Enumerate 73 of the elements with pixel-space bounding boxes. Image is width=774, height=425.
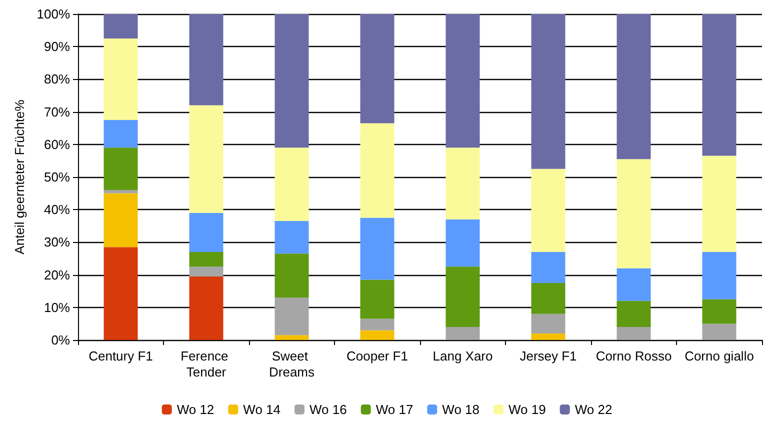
y-axis-title: Anteil geernteter Früchte% xyxy=(12,99,27,254)
bar xyxy=(702,14,736,156)
y-tick-label: 10% xyxy=(44,300,70,315)
bar xyxy=(616,159,651,268)
bar xyxy=(104,120,138,148)
bar xyxy=(189,14,224,106)
legend-label: Wo 16 xyxy=(309,402,347,417)
bar xyxy=(189,266,224,276)
bar xyxy=(274,14,309,148)
x-tick-label: Ference Tender xyxy=(180,348,232,380)
y-tick-label: 0% xyxy=(51,332,70,348)
bar xyxy=(360,123,394,218)
bar xyxy=(274,335,309,340)
x-tick-label: Jersey F1 xyxy=(520,348,577,364)
y-tick-label: 90% xyxy=(44,39,70,54)
bar xyxy=(446,148,480,220)
bar xyxy=(274,148,309,222)
bar xyxy=(104,14,138,38)
bar xyxy=(104,247,138,340)
bar xyxy=(702,156,736,252)
bar xyxy=(189,252,224,267)
bar xyxy=(446,14,480,148)
bar xyxy=(360,14,394,124)
x-tick-label: Cooper F1 xyxy=(346,348,408,364)
x-tick-label: Lang Xaro xyxy=(432,348,493,364)
bar xyxy=(616,326,651,340)
bar xyxy=(616,14,651,160)
bar xyxy=(531,333,566,340)
bar xyxy=(446,326,480,340)
bar xyxy=(274,254,309,298)
y-tick-label: 20% xyxy=(44,267,70,282)
y-tick-label: 40% xyxy=(44,202,70,218)
y-tick-label: 50% xyxy=(44,170,70,184)
y-tick-label: 60% xyxy=(44,136,70,152)
bar xyxy=(702,299,736,324)
y-tick-label: 100% xyxy=(36,6,70,22)
bar xyxy=(104,148,138,190)
bar xyxy=(360,218,394,280)
bar xyxy=(360,318,394,330)
legend-label: Wo 17 xyxy=(376,402,414,417)
bar xyxy=(189,212,224,252)
y-tick-label: 30% xyxy=(44,234,70,250)
bar xyxy=(104,190,138,194)
bar xyxy=(274,221,309,254)
legend-label: Wo 19 xyxy=(508,402,546,417)
y-tick-label: 70% xyxy=(44,104,70,120)
bar xyxy=(360,280,394,319)
bar xyxy=(446,219,480,267)
bar xyxy=(360,330,394,340)
bar xyxy=(531,14,566,169)
bar xyxy=(531,168,566,252)
bar xyxy=(702,252,736,300)
bar xyxy=(189,105,224,213)
bar xyxy=(104,38,138,120)
x-tick-label: Corno giallo xyxy=(684,348,754,364)
x-tick-label: Corno Rosso xyxy=(596,348,672,364)
bar xyxy=(104,193,138,248)
bar xyxy=(531,252,566,283)
bar xyxy=(531,314,566,334)
bar xyxy=(189,276,224,340)
x-tick-label: Century F1 xyxy=(88,348,153,364)
bar xyxy=(616,268,651,301)
bar xyxy=(274,298,309,336)
legend-label: Wo 22 xyxy=(574,402,612,417)
legend-label: Wo 14 xyxy=(243,402,280,417)
x-tick-label: Sweet Dreams xyxy=(268,348,315,380)
legend-label: Wo 18 xyxy=(442,402,480,417)
y-tick-label: 80% xyxy=(44,72,70,87)
bar xyxy=(616,300,651,327)
bar xyxy=(531,282,566,314)
legend-label: Wo 12 xyxy=(176,402,214,417)
bar xyxy=(702,324,736,340)
bar xyxy=(446,266,480,327)
